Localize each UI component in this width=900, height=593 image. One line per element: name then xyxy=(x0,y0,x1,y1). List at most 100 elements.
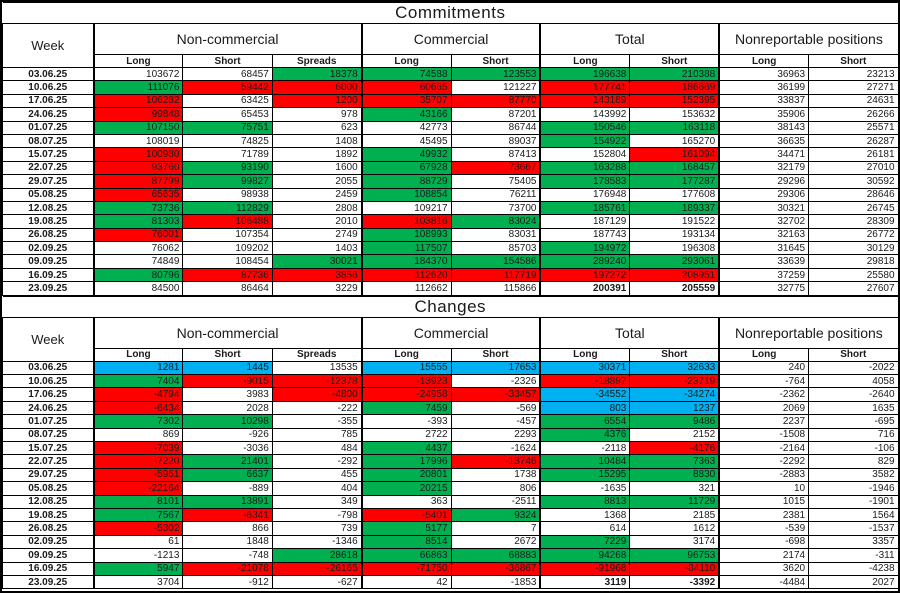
value-cell: -24958 xyxy=(360,387,452,402)
value-cell: 111076 xyxy=(92,80,184,95)
value-cell: 978 xyxy=(271,107,363,122)
value-cell: 866 xyxy=(182,521,273,536)
value-cell: 59442 xyxy=(182,80,273,95)
value-cell: -21078 xyxy=(182,561,273,576)
value-cell: 15295 xyxy=(539,467,631,483)
table-row: 19.08.25 81303 106488 2010 103816 83024 187129… xyxy=(2,214,899,229)
value-cell: -764 xyxy=(718,374,810,389)
value-cell: -26165 xyxy=(271,561,363,576)
value-cell: -5401 xyxy=(360,507,452,523)
week-cell: 12.08.25 xyxy=(2,200,94,216)
value-cell: 186669 xyxy=(629,80,720,95)
value-cell: 17653 xyxy=(450,360,541,376)
value-cell: 623 xyxy=(271,120,363,135)
value-cell: 87413 xyxy=(450,147,541,162)
week-cell: 01.07.25 xyxy=(2,414,94,429)
week-cell: 19.08.25 xyxy=(2,214,94,229)
value-cell: 15555 xyxy=(360,360,452,376)
value-cell: 191522 xyxy=(629,214,720,229)
value-cell: -393 xyxy=(360,414,452,429)
value-cell: 37259 xyxy=(718,267,810,283)
value-cell: 71789 xyxy=(182,147,273,162)
value-cell: 27010 xyxy=(808,160,899,176)
value-cell: 117507 xyxy=(360,241,452,256)
value-cell: 36963 xyxy=(718,66,810,82)
value-cell: 7459 xyxy=(360,400,452,416)
value-cell: 3582 xyxy=(808,467,899,483)
value-cell: -222 xyxy=(271,400,363,416)
value-cell: 208951 xyxy=(629,267,720,283)
week-cell: 05.08.25 xyxy=(2,481,94,496)
value-cell: 21401 xyxy=(182,454,273,469)
value-cell: -2164 xyxy=(718,440,810,456)
week-cell: 26.08.25 xyxy=(2,227,94,243)
week-column-header: Week xyxy=(2,316,94,362)
value-cell: -34274 xyxy=(629,387,720,402)
value-cell: 61 xyxy=(92,534,184,550)
value-cell: 86464 xyxy=(182,281,273,296)
week-cell: 26.08.25 xyxy=(2,521,94,536)
value-cell: 3229 xyxy=(271,281,363,296)
value-cell: 163288 xyxy=(539,160,631,176)
value-cell: 7302 xyxy=(92,414,184,429)
table-row: 16.09.25 5947 -21078 -26165 -71750 -36867 -919… xyxy=(2,561,899,576)
value-cell: 200391 xyxy=(539,281,631,296)
value-cell: 163118 xyxy=(629,120,720,135)
value-cell: 106282 xyxy=(92,93,184,109)
value-cell: 187129 xyxy=(539,214,631,229)
table-row: 10.06.25 7404 -9015 -12378 -13923 -2326 -18897… xyxy=(2,374,899,389)
value-cell: 7 xyxy=(450,521,541,536)
value-cell: 32633 xyxy=(629,360,720,376)
week-cell: 09.09.25 xyxy=(2,254,94,269)
value-cell: 108854 xyxy=(360,187,452,202)
subheader-nr-short: Short xyxy=(808,347,899,362)
value-cell: 85703 xyxy=(450,241,541,256)
group-header-nonreportable: Nonreportable positions xyxy=(718,23,899,55)
subheader-nr-long: Long xyxy=(718,347,810,362)
week-cell: 17.06.25 xyxy=(2,93,94,109)
value-cell: 28618 xyxy=(271,548,363,563)
value-cell: 87770 xyxy=(450,93,541,109)
subheader-nc-short: Short xyxy=(182,54,273,68)
week-cell: 02.09.25 xyxy=(2,241,94,256)
week-cell: 12.08.25 xyxy=(2,494,94,509)
value-cell: 8101 xyxy=(92,494,184,509)
value-cell: 154922 xyxy=(539,133,631,149)
value-cell: 152804 xyxy=(539,147,631,162)
value-cell: 49932 xyxy=(360,147,452,162)
value-cell: 87736 xyxy=(182,267,273,283)
group-header-nonreportable: Nonreportable positions xyxy=(718,316,899,349)
value-cell: 98938 xyxy=(182,187,273,202)
table-row: 12.08.25 8101 13891 349 363 -2511 8813 11729 101… xyxy=(2,494,899,509)
value-cell: -84110 xyxy=(629,561,720,576)
group-header-non-commercial: Non-commercial xyxy=(92,316,363,349)
value-cell: 83031 xyxy=(450,227,541,243)
value-cell: 117719 xyxy=(450,267,541,283)
value-cell: 76062 xyxy=(92,241,184,256)
subheader-t-short: Short xyxy=(629,347,720,362)
value-cell: -912 xyxy=(182,574,273,590)
value-cell: 9324 xyxy=(450,507,541,523)
value-cell: 404 xyxy=(271,481,363,496)
value-cell: -7220 xyxy=(92,454,184,469)
value-cell: 93190 xyxy=(182,160,273,176)
value-cell: 165270 xyxy=(629,133,720,149)
value-cell: 7229 xyxy=(539,534,631,550)
value-cell: -1635 xyxy=(539,481,631,496)
value-cell: -3392 xyxy=(629,574,720,590)
value-cell: -695 xyxy=(808,414,899,429)
subheader-c-short: Short xyxy=(450,347,541,362)
value-cell: -4484 xyxy=(718,574,810,590)
table-row: 16.09.25 80796 87736 3856 112620 117719 197272… xyxy=(2,267,899,283)
value-cell: 73736 xyxy=(92,200,184,216)
subheader-t-long: Long xyxy=(539,347,631,362)
value-cell: 293061 xyxy=(629,254,720,269)
value-cell: 7567 xyxy=(92,507,184,523)
week-cell: 16.09.25 xyxy=(2,561,94,576)
value-cell: 74825 xyxy=(182,133,273,149)
value-cell: 38143 xyxy=(718,120,810,135)
value-cell: 30592 xyxy=(808,174,899,189)
week-cell: 16.09.25 xyxy=(2,267,94,283)
value-cell: 65635 xyxy=(92,187,184,202)
